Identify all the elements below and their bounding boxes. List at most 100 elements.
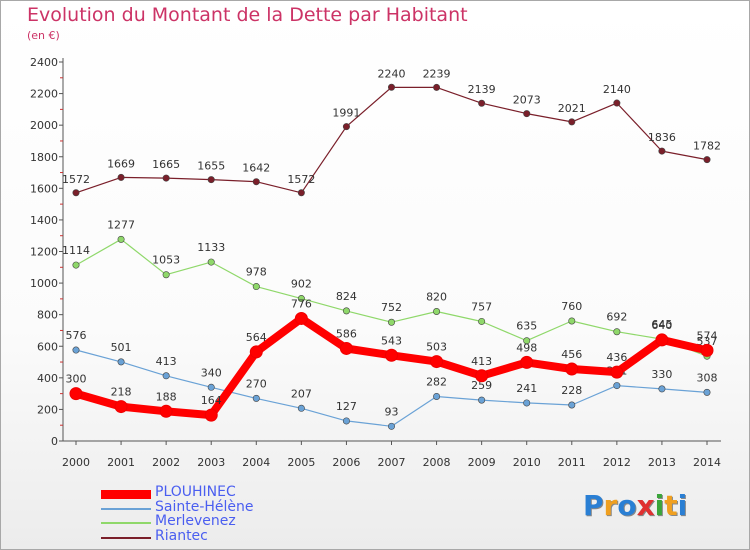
x-tick-label: 2010: [513, 456, 541, 469]
data-label: 543: [381, 334, 402, 347]
y-tick-label: 1000: [30, 277, 58, 290]
data-point: [69, 387, 83, 401]
data-label: 586: [336, 327, 357, 340]
data-point: [478, 99, 486, 107]
data-label: 640: [651, 319, 672, 332]
logo-letter: r: [603, 489, 618, 522]
data-label: 436: [606, 351, 627, 364]
data-point: [703, 388, 711, 396]
data-label: 241: [516, 382, 537, 395]
data-label: 1991: [332, 107, 360, 120]
data-point: [207, 383, 215, 391]
x-tick-label: 2003: [197, 456, 225, 469]
legend-label: Merlevenez: [155, 513, 236, 529]
data-label: 456: [561, 348, 582, 361]
data-point: [294, 311, 308, 325]
data-point: [339, 341, 353, 355]
data-label: 1655: [197, 160, 225, 173]
x-tick-label: 2005: [287, 456, 315, 469]
unit-label: (en €): [27, 29, 60, 42]
data-label: 635: [516, 320, 537, 333]
data-label: 503: [426, 341, 447, 354]
data-label: 188: [156, 390, 177, 403]
logo-letter: i: [677, 489, 688, 522]
data-label: 2021: [558, 102, 586, 115]
data-label: 820: [426, 291, 447, 304]
data-label: 1572: [287, 173, 315, 186]
logo-letter: P: [583, 489, 604, 522]
data-point: [117, 235, 125, 243]
data-label: 300: [66, 373, 87, 386]
data-point: [703, 156, 711, 164]
data-point: [520, 355, 534, 369]
data-point: [565, 362, 579, 376]
data-point: [430, 355, 444, 369]
y-tick-label: 1800: [30, 151, 58, 164]
legend-swatch: [101, 507, 151, 510]
data-point: [342, 417, 350, 425]
data-point: [387, 318, 395, 326]
data-point: [433, 308, 441, 316]
data-label: 501: [111, 341, 132, 354]
data-point: [610, 365, 624, 379]
data-point: [568, 401, 576, 409]
series-line-riantec: [75, 86, 708, 194]
data-point: [433, 392, 441, 400]
data-label: 218: [111, 386, 132, 399]
x-tick-label: 2008: [423, 456, 451, 469]
data-point: [475, 369, 489, 383]
x-tick-label: 2007: [378, 456, 406, 469]
data-label: 752: [381, 301, 402, 314]
data-label: 1642: [242, 162, 270, 175]
data-label: 164: [201, 394, 222, 407]
data-point: [297, 295, 305, 303]
data-point: [252, 283, 260, 291]
data-point: [72, 346, 80, 354]
legend-swatch: [101, 536, 151, 539]
data-point: [658, 147, 666, 155]
data-label: 308: [697, 371, 718, 384]
data-label: 207: [291, 387, 312, 400]
data-label: 2239: [423, 67, 451, 80]
data-point: [72, 189, 80, 197]
x-tick-label: 2011: [558, 456, 586, 469]
data-point: [385, 348, 398, 362]
y-tick-label: 200: [37, 403, 58, 416]
data-point: [159, 404, 173, 418]
data-label: 127: [336, 400, 357, 413]
data-label: 1572: [62, 173, 90, 186]
data-point: [478, 317, 486, 325]
y-tick-label: 0: [51, 435, 58, 448]
data-point: [342, 123, 350, 131]
data-point: [655, 333, 669, 347]
legend-swatch: [101, 489, 151, 499]
y-tick-label: 400: [37, 372, 58, 385]
data-point: [162, 174, 170, 182]
chart-title: Evolution du Montant de la Dette par Hab…: [27, 4, 468, 26]
data-point: [204, 408, 218, 422]
legend-label: PLOUHINEC: [155, 484, 236, 500]
data-point: [207, 258, 215, 266]
data-label: 2139: [468, 83, 496, 96]
data-label: 1665: [152, 158, 180, 171]
data-point: [568, 317, 576, 325]
data-point: [478, 396, 486, 404]
data-point: [249, 345, 263, 359]
data-point: [297, 189, 305, 197]
y-tick-label: 2200: [30, 88, 58, 101]
legend-label: Sainte-Hélène: [155, 498, 254, 515]
x-tick-label: 2013: [648, 456, 676, 469]
data-point: [297, 404, 305, 412]
data-label: 1277: [107, 218, 135, 231]
data-label: 1133: [197, 241, 225, 254]
data-label: 757: [471, 300, 492, 313]
data-label: 498: [516, 341, 537, 354]
data-label: 692: [606, 311, 627, 324]
y-tick-label: 1200: [30, 246, 58, 259]
data-point: [117, 358, 125, 366]
y-tick-label: 800: [37, 309, 58, 322]
proxiti-logo: Proxiti: [583, 489, 687, 522]
data-label: 259: [471, 379, 492, 392]
